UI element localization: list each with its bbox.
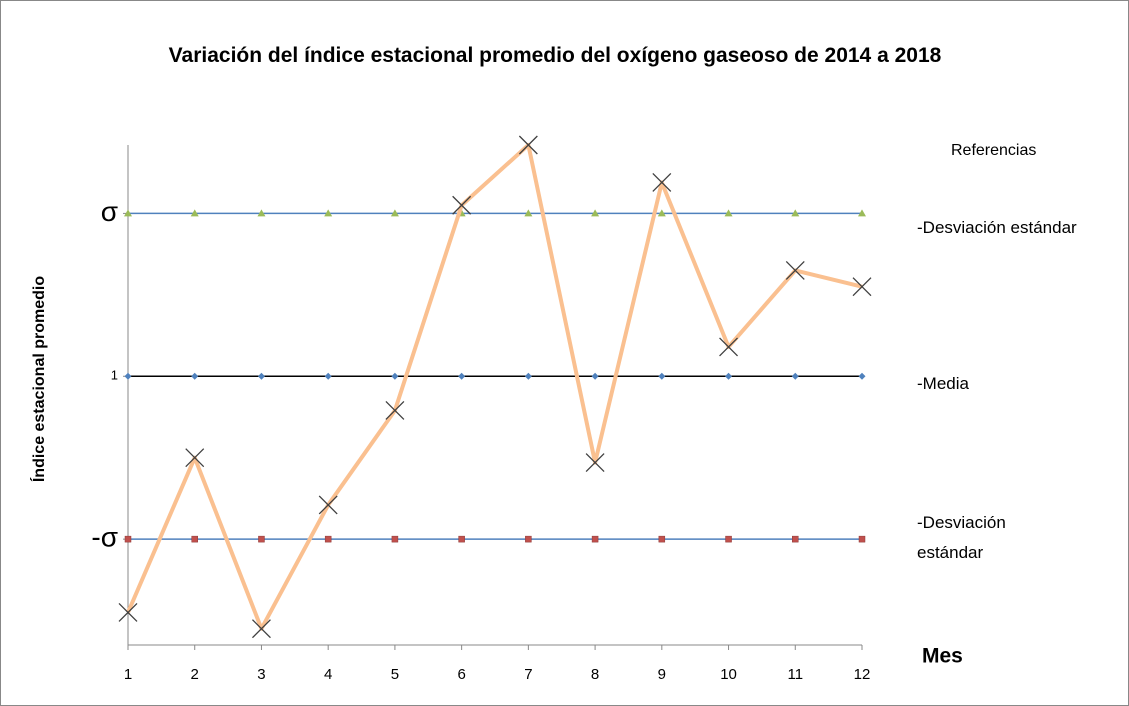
marker (719, 337, 739, 357)
x-tick-label: 6 (457, 666, 465, 683)
marker (191, 535, 198, 543)
legend-title: Referencias (951, 142, 1037, 159)
marker (458, 372, 466, 380)
marker (318, 495, 338, 515)
x-tick-label: 2 (191, 666, 199, 683)
x-tick-label: 8 (591, 666, 599, 683)
x-tick-label: 5 (391, 666, 399, 683)
marker (791, 209, 800, 217)
x-axis-label: Mes (922, 645, 963, 668)
marker (324, 372, 332, 380)
marker (124, 535, 132, 543)
marker (792, 535, 799, 543)
marker (585, 453, 605, 473)
marker (591, 372, 599, 380)
legend-label: -Desviación estándar (917, 218, 1077, 237)
marker (657, 209, 666, 217)
y-axis-label: Índice estacional promedio (31, 275, 48, 483)
marker-cross (251, 619, 271, 639)
marker (858, 209, 866, 217)
marker (124, 209, 132, 217)
marker (791, 372, 799, 380)
marker (524, 209, 533, 217)
marker (658, 372, 666, 380)
x-tick-label: 9 (658, 666, 666, 683)
marker (385, 401, 405, 420)
marker (658, 535, 666, 543)
marker (725, 372, 733, 380)
marker (257, 209, 266, 217)
marker-cross (852, 277, 872, 297)
marker-cross (385, 401, 405, 420)
marker (191, 372, 199, 380)
marker (724, 209, 733, 217)
y-tick-label: σ (101, 196, 118, 227)
marker (185, 448, 205, 468)
series-line (126, 143, 863, 631)
x-tick-label: 1 (124, 666, 132, 683)
marker (518, 135, 538, 155)
x-tick-label: 12 (854, 666, 871, 683)
legend-label: -Media (917, 374, 969, 393)
marker (324, 209, 333, 217)
marker (725, 535, 732, 543)
x-tick-label: 10 (720, 666, 737, 683)
marker-cross (585, 453, 605, 473)
marker (257, 372, 265, 380)
marker (124, 372, 132, 380)
marker-cross (318, 495, 338, 515)
marker (785, 260, 805, 280)
marker (524, 372, 532, 380)
marker (458, 535, 465, 543)
y-tick-label: 1 (111, 368, 118, 383)
marker (258, 535, 265, 543)
marker-cross (518, 135, 538, 155)
chart-title: Variación del índice estacional promedio… (168, 44, 942, 67)
marker-cross (785, 260, 805, 280)
x-tick-label: 3 (257, 666, 265, 683)
marker (652, 172, 672, 192)
marker (251, 619, 271, 639)
marker (324, 535, 332, 543)
marker (391, 535, 399, 543)
x-tick-label: 7 (524, 666, 532, 683)
marker (391, 372, 399, 380)
marker-cross (185, 448, 205, 468)
marker (525, 535, 532, 543)
marker-cross (719, 337, 739, 357)
marker-cross (118, 602, 138, 622)
marker-cross (652, 172, 672, 192)
marker (190, 209, 199, 217)
x-tick-label: 4 (324, 666, 332, 683)
marker (852, 277, 872, 297)
marker-cross (452, 195, 472, 215)
marker (118, 602, 138, 622)
legend-label: -Desviación estándar (917, 513, 1006, 562)
marker (390, 209, 399, 217)
marker (591, 209, 600, 217)
y-tick-label: -σ (91, 522, 118, 553)
x-tick-label: 11 (787, 666, 803, 683)
marker (858, 535, 866, 543)
marker (591, 535, 599, 543)
marker (452, 195, 472, 215)
marker (858, 372, 866, 380)
